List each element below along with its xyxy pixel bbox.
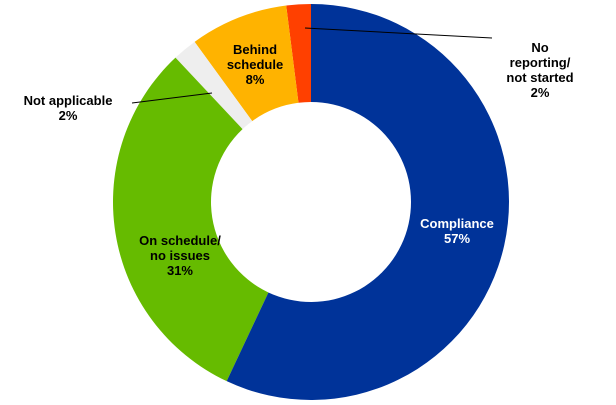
slice-label: Behind schedule 8%: [227, 42, 283, 87]
donut-slice: [226, 4, 510, 400]
donut-slice: [286, 4, 311, 103]
value-label: 31%: [166, 263, 194, 278]
slice-label: No reporting/ not started 2%: [502, 40, 578, 100]
category-label: Not applicable: [23, 93, 113, 108]
slice-label: Compliance 57%: [420, 216, 494, 246]
donut-slice: [113, 57, 269, 382]
slice-label: Not applicable 2%: [24, 93, 113, 123]
value-label: 2%: [58, 108, 78, 123]
category-label: Behind schedule: [226, 42, 284, 72]
leader-line: [304, 27, 493, 39]
category-label: Compliance: [420, 216, 494, 231]
slice-label: On schedule/ no issues 31%: [139, 233, 221, 278]
category-label: No reporting/ not started: [506, 40, 574, 85]
value-label: 8%: [245, 72, 265, 87]
category-label: On schedule/ no issues: [139, 233, 221, 263]
leader-line: [131, 92, 213, 104]
value-label: 2%: [530, 85, 550, 100]
value-label: 57%: [443, 231, 471, 246]
donut-slice: [175, 41, 253, 130]
donut-slice: [194, 5, 299, 122]
